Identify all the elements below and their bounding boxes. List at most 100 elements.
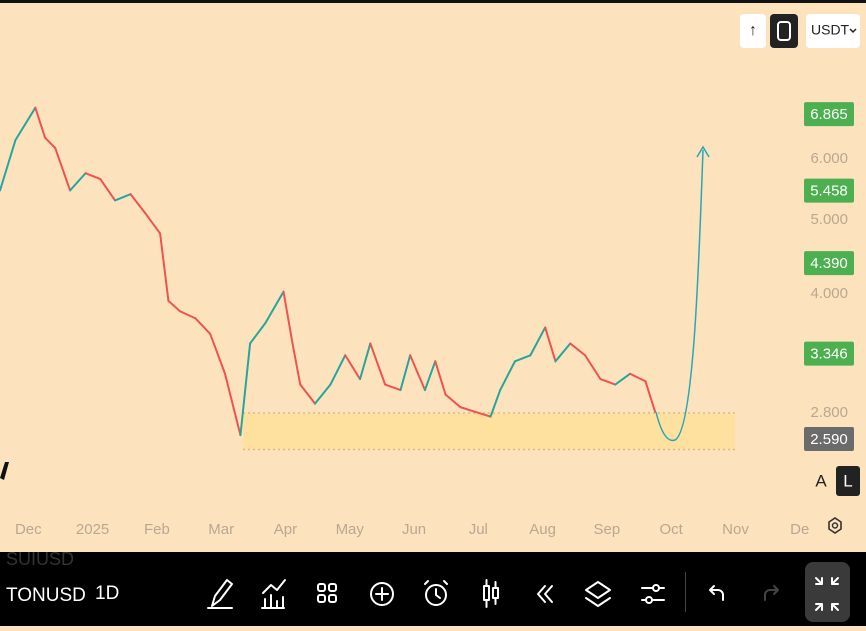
price-badge <box>804 178 854 203</box>
price-segment <box>444 393 462 409</box>
price-segment <box>369 342 387 386</box>
price-segment <box>34 106 47 139</box>
price-badge-label: 3.346 <box>810 346 848 363</box>
x-tick-label: Nov <box>722 521 749 538</box>
x-tick-label: Mar <box>208 521 234 538</box>
log-scale-bg[interactable] <box>836 466 860 496</box>
price-segment <box>314 383 332 405</box>
price-segment <box>359 342 372 381</box>
price-segment <box>167 299 182 313</box>
support-zone <box>243 413 735 450</box>
dropdown-caret <box>849 28 857 34</box>
top-edge <box>0 0 866 3</box>
price-segment <box>249 321 267 345</box>
price-segment <box>264 290 285 324</box>
arrow-button-label: ↑ <box>749 22 757 39</box>
price-segment <box>299 383 317 405</box>
price-badge <box>804 251 854 276</box>
layers-tool[interactable] <box>585 581 611 607</box>
x-tick-label: De <box>790 521 809 538</box>
x-tick-label: Apr <box>274 521 297 538</box>
price-segment <box>224 372 242 437</box>
auto-scale-button[interactable]: A <box>815 471 827 490</box>
price-segment <box>329 354 347 386</box>
collapse-icon <box>815 577 839 611</box>
price-badge <box>804 341 854 366</box>
x-tick-label: Jun <box>402 521 426 538</box>
price-segment <box>554 342 572 363</box>
replay-tool[interactable] <box>537 585 553 603</box>
candle-tool[interactable] <box>483 579 499 608</box>
price-badge-label: 6.865 <box>810 106 848 123</box>
symbol[interactable]: TONUSD <box>6 585 86 606</box>
price-segment <box>614 372 632 386</box>
price-segment <box>544 326 557 363</box>
x-tick-label: Sep <box>594 521 621 538</box>
price-badge-label: 2.590 <box>810 431 848 448</box>
add-tool[interactable] <box>370 582 394 606</box>
price-segment <box>499 360 516 392</box>
draw-tool[interactable] <box>207 579 233 609</box>
plot: Dec 2025 Feb Mar Apr May Jun Jul Aug Sep Oct Nov De 6… <box>0 102 854 538</box>
price-segment <box>129 193 147 215</box>
y-tick-label: 6.000 <box>810 150 848 167</box>
price-segment <box>384 383 402 392</box>
y-tick-label: 2.800 <box>810 404 848 421</box>
price-segment <box>179 310 197 320</box>
price-segment <box>54 147 72 192</box>
price-segment <box>599 378 617 386</box>
grid-tool[interactable] <box>317 583 337 603</box>
arrow-head <box>696 145 710 158</box>
settings-tool[interactable] <box>641 584 665 604</box>
price-segment <box>84 172 102 181</box>
price-segment <box>629 372 647 383</box>
undo[interactable] <box>709 585 724 601</box>
fullscreen-icon <box>777 21 791 41</box>
price-segment <box>209 332 227 375</box>
x-tick-label: 2025 <box>76 521 109 538</box>
x-tick-label: Dec <box>15 521 42 538</box>
redo[interactable] <box>764 585 779 601</box>
settings-icon[interactable] <box>828 517 842 534</box>
price-segment <box>529 326 547 357</box>
interval[interactable]: 1D <box>95 583 119 604</box>
collapse-button[interactable] <box>805 562 850 622</box>
separator <box>685 572 686 612</box>
price-segment <box>114 193 132 202</box>
price-badge <box>804 427 854 452</box>
fullscreen-button[interactable] <box>770 14 798 48</box>
price-segment <box>291 342 302 386</box>
symbol-faded[interactable]: SUIUSD <box>6 549 74 569</box>
price-segment <box>239 342 252 437</box>
price-segment <box>14 106 37 142</box>
price-segment <box>282 290 294 345</box>
price-segment <box>194 317 212 335</box>
price-segment <box>513 354 532 363</box>
x-tick-label: Feb <box>144 521 170 538</box>
arrow-button[interactable] <box>740 14 766 48</box>
currency-select[interactable] <box>806 14 860 48</box>
drawing-fragment <box>0 462 9 480</box>
x-tick-label: Jul <box>469 521 488 538</box>
price-segment <box>99 178 117 202</box>
x-tick-label: Aug <box>529 521 556 538</box>
projection-arrow <box>655 149 704 442</box>
x-tick-label: May <box>336 521 365 538</box>
price-segment <box>69 172 87 192</box>
price-segment <box>399 354 412 392</box>
price-segment <box>474 410 492 418</box>
alert-tool[interactable] <box>424 580 448 606</box>
price-segment <box>434 360 447 396</box>
log-scale-button: L <box>843 471 852 490</box>
price-badge-label: 4.390 <box>810 255 848 272</box>
y-tick-label: 4.000 <box>810 285 848 302</box>
indicators-tool[interactable] <box>261 579 286 609</box>
price-badge <box>804 102 854 127</box>
price-badge-label: 5.458 <box>810 183 848 200</box>
price-segment <box>569 342 587 357</box>
bottom-bar <box>0 552 866 626</box>
price-segment <box>409 354 426 392</box>
x-tick-label: Oct <box>660 521 684 538</box>
